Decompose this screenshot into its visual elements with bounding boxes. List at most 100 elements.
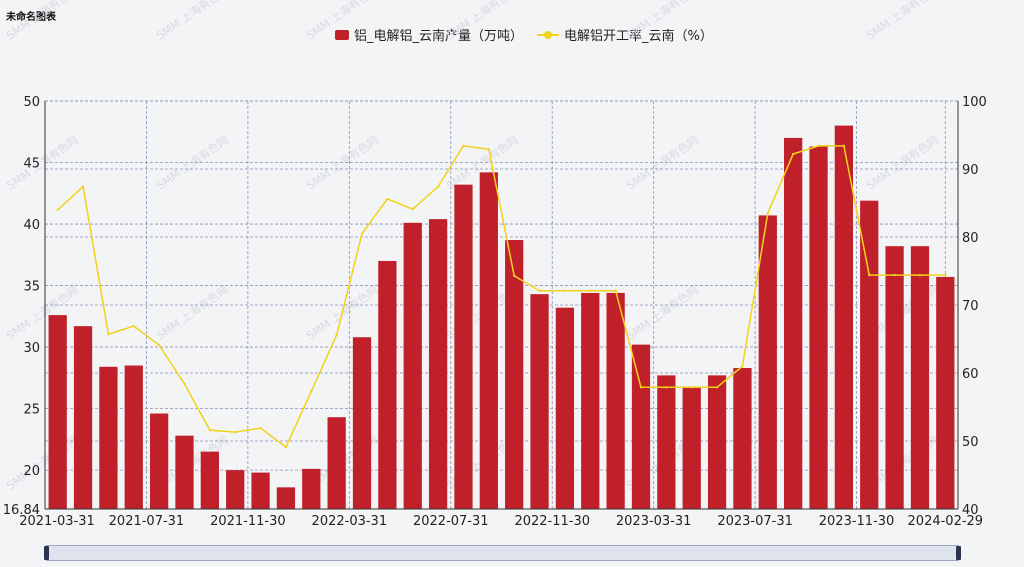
y-left-tick-label: 50 [23,95,40,110]
x-tick-label: 2023-11-30 [819,514,895,529]
y-left-tick-label: 30 [23,341,40,356]
bar [48,315,67,509]
watermark-text: SMM 上海有色网 [624,283,701,343]
watermark-text: SMM 上海有色网 [444,0,521,42]
bar [428,219,448,509]
watermark-text: SMM 上海有色网 [4,0,81,42]
bar [581,292,600,509]
y-right-tick-label: 50 [962,435,979,450]
line-point [284,445,288,449]
x-tick-label: 2022-07-31 [413,514,489,529]
bar [657,375,676,509]
bar [631,344,651,509]
bar [758,215,777,510]
bar [606,292,625,509]
line-point [766,212,769,215]
legend-swatch-bar [335,29,349,40]
line-point [462,144,465,148]
y-left-tick-label: 20 [23,464,40,479]
line-point [386,197,389,201]
y-right-tick-label: 40 [962,503,979,518]
zoom-slider-right-handle[interactable] [956,546,961,560]
zoom-slider-left-handle[interactable] [44,546,49,560]
y-right-tick-label: 100 [962,95,987,110]
chart-title: 未命名图表 [6,12,56,23]
line-point [411,207,414,211]
y-right-tick-label: 70 [962,299,979,314]
bar [530,294,549,509]
series-line [57,145,946,449]
line-point [589,289,592,292]
legend-item-production[interactable]: 铝_电解铝_云南产量（万吨） [335,25,523,44]
y-left-tick-label: 35 [23,280,40,295]
legend-item-utilization[interactable]: 电解铝开工率_云南（%） [537,25,713,44]
line-point [741,365,744,368]
y-right-tick-label: 90 [962,163,979,178]
line-point [56,208,59,211]
watermark-text: SMM 上海有色网 [154,0,231,42]
x-tick-label: 2021-11-30 [210,514,286,529]
bar [860,200,879,510]
line-point [944,273,947,277]
line-point [259,426,262,430]
zoom-slider[interactable] [46,545,959,561]
line-point [208,428,212,432]
y-left-tick-label: 45 [23,157,40,172]
watermark-text: SMM 上海有色网 [304,0,381,42]
line-point [335,333,338,337]
y-left-tick-label: 40 [23,218,40,233]
bar [707,375,727,509]
bar [175,435,194,509]
bar [403,222,422,510]
bar [936,276,955,509]
line-point [157,343,161,347]
bar [505,240,524,510]
line-point [81,185,85,188]
bar [834,125,854,509]
watermark-text: SMM 上海有色网 [624,0,701,42]
watermark-text: SMM 上海有色网 [4,133,81,193]
line-point [183,382,186,386]
watermark-text: SMM 上海有色网 [4,283,81,343]
y-left-tick-label: 25 [23,403,40,418]
bar [910,246,930,510]
bar [73,326,93,509]
watermark-text: SMM 上海有色网 [864,0,941,42]
line-point [107,333,110,336]
line-point [715,386,719,389]
bar [784,137,803,510]
y-right-tick-label: 60 [962,367,979,382]
bar [200,451,219,509]
bar [454,184,473,510]
x-tick-label: 2021-03-31 [19,514,95,529]
line-point [690,386,693,389]
line-point [487,148,491,151]
bar [302,468,321,509]
bar [276,487,296,509]
x-tick-label: 2023-07-31 [717,514,793,529]
line-point [512,274,516,277]
line-point [665,386,668,389]
line-point [132,324,135,328]
bar [809,146,828,510]
bar [124,365,143,509]
watermark-text: SMM 上海有色网 [154,283,231,343]
bar [251,472,270,509]
bar [149,413,169,509]
line-point [842,144,846,148]
chart-legend: 铝_电解铝_云南产量（万吨） 电解铝开工率_云南（%） [335,25,713,44]
line-point [614,289,617,292]
line-point [563,289,567,292]
bar [479,172,498,509]
bar [682,386,701,509]
x-tick-label: 2024-02-29 [908,514,984,529]
line-point [791,152,795,156]
x-tick-label: 2022-11-30 [514,514,590,529]
watermark-text: SMM 上海有色网 [4,433,81,493]
legend-label-production: 铝_电解铝_云南产量（万吨） [354,29,524,44]
bar [352,337,372,509]
line-point [310,390,313,393]
bar [733,367,752,509]
x-tick-label: 2022-03-31 [312,514,388,529]
line-point [893,273,896,277]
